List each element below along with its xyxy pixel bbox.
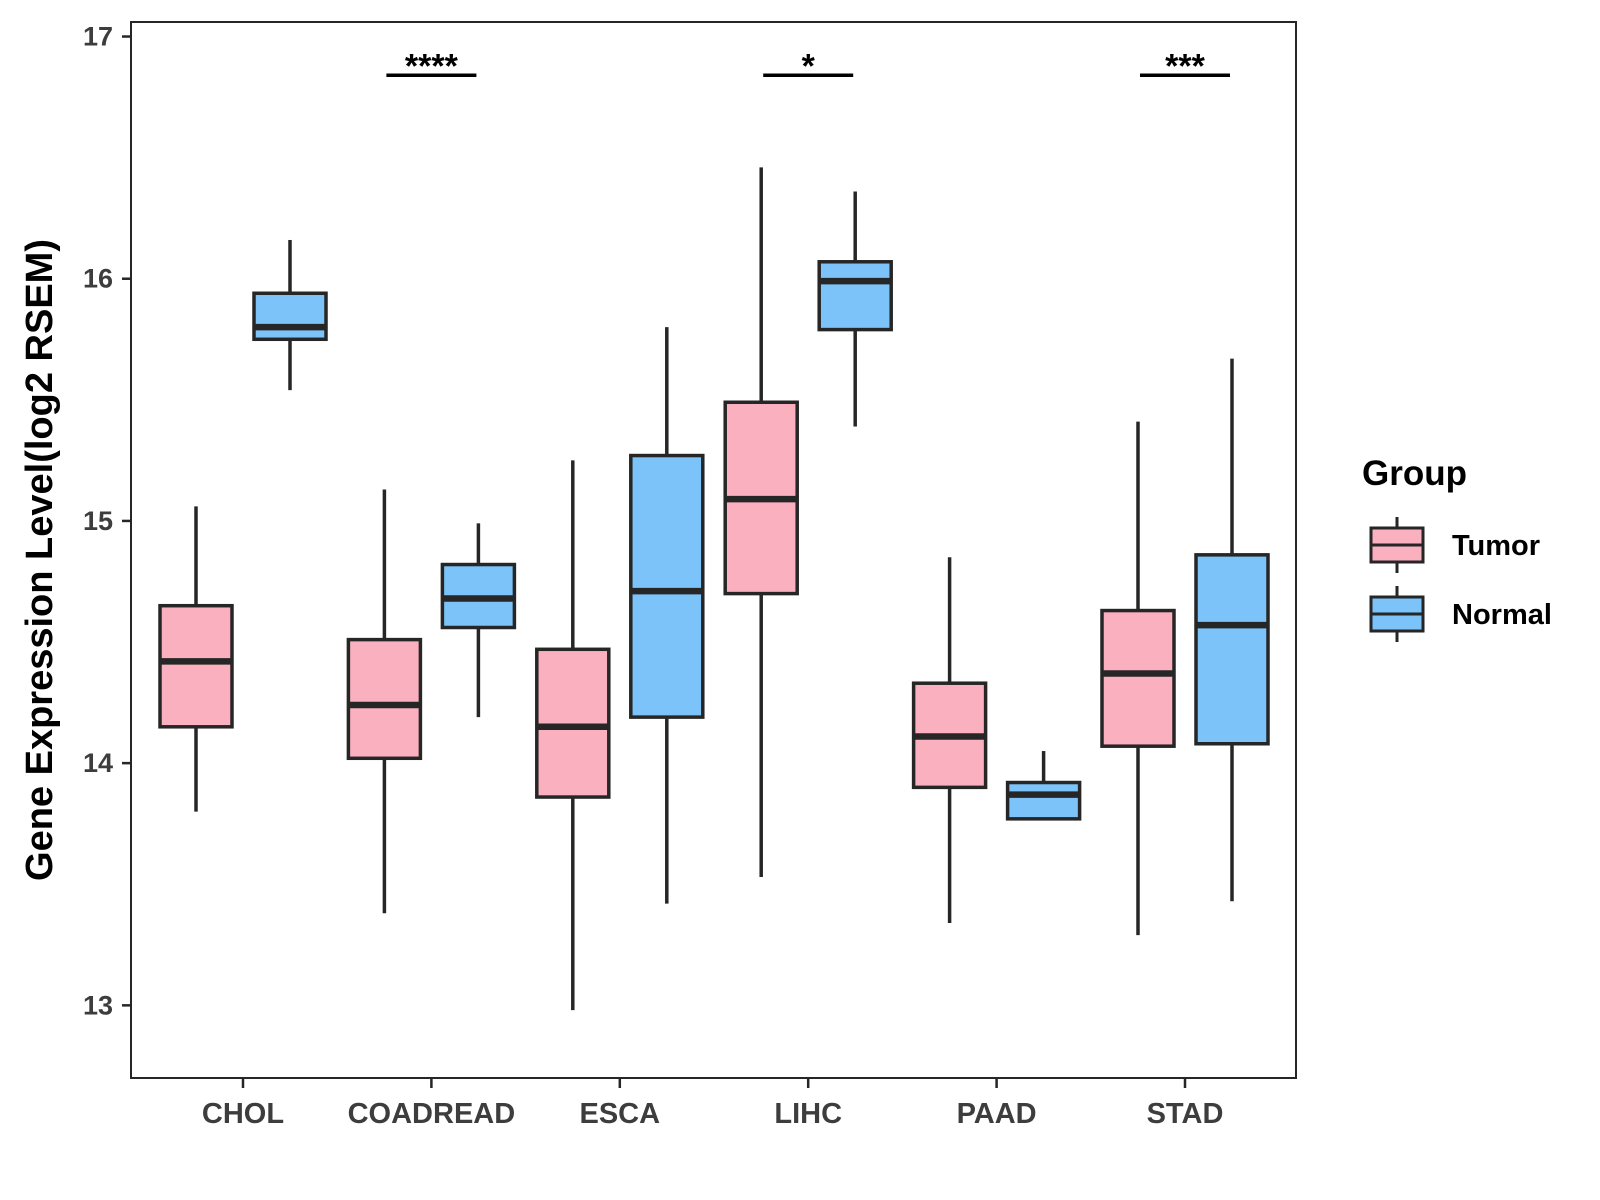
box-iqr: [535, 647, 611, 799]
significance-label: *: [802, 47, 816, 85]
legend-item-normal: Normal: [1369, 586, 1552, 642]
box-normal-coadread: [440, 523, 517, 718]
box-tumor-coadread: [346, 489, 423, 914]
y-tick-label: 14: [83, 748, 113, 778]
box-tumor-paad: [911, 557, 988, 923]
box-tumor-stad: [1100, 421, 1176, 936]
box-iqr: [629, 453, 705, 719]
box-iqr: [346, 637, 423, 761]
significance-lihc: *: [763, 47, 854, 85]
x-tick-label-paad: PAAD: [957, 1098, 1037, 1130]
x-tick-label-esca: ESCA: [580, 1098, 661, 1130]
panel-border: [130, 21, 1297, 1079]
legend-label: Normal: [1452, 599, 1552, 631]
box-tumor-lihc: [723, 167, 799, 877]
box-iqr: [817, 260, 893, 332]
x-tick-label-stad: STAD: [1147, 1098, 1224, 1130]
significance-label: ***: [1165, 47, 1205, 85]
y-tick-label: 17: [83, 22, 113, 52]
box-normal-esca: [629, 327, 705, 904]
y-tick-label: 15: [83, 506, 113, 536]
box-iqr: [158, 603, 234, 729]
y-tick-label: 16: [83, 264, 113, 294]
box-iqr: [252, 291, 328, 342]
x-tick-label-coadread: COADREAD: [348, 1098, 516, 1130]
legend-title: Group: [1362, 454, 1467, 493]
box-normal-paad: [1005, 751, 1082, 821]
significance-stad: ***: [1140, 47, 1230, 85]
legend-item-tumor: Tumor: [1369, 517, 1540, 573]
legend-label: Tumor: [1452, 530, 1540, 562]
y-tick-label: 13: [83, 990, 113, 1020]
box-normal-stad: [1194, 358, 1270, 902]
box-iqr: [1100, 608, 1176, 748]
x-tick-label-chol: CHOL: [202, 1098, 284, 1130]
x-tick-label-lihc: LIHC: [774, 1098, 842, 1130]
box-iqr: [1005, 780, 1082, 821]
legend: Group Tumor Normal: [1362, 454, 1552, 642]
box-normal-chol: [252, 239, 328, 391]
axis-layer: 13 14 15 16 17 CHOL COADREAD ESCA LIHC PAAD STAD Ge…: [19, 21, 1297, 1130]
y-axis-title: Gene Expression Level(log2 RSEM): [19, 239, 61, 881]
significance-coadread: ****: [386, 47, 477, 85]
box-iqr: [1194, 553, 1270, 746]
box-normal-lihc: [817, 191, 893, 427]
box-tumor-chol: [158, 506, 234, 812]
plot-layer: **** * ***: [158, 47, 1270, 1011]
significance-label: ****: [405, 47, 459, 85]
box-tumor-esca: [535, 460, 611, 1011]
